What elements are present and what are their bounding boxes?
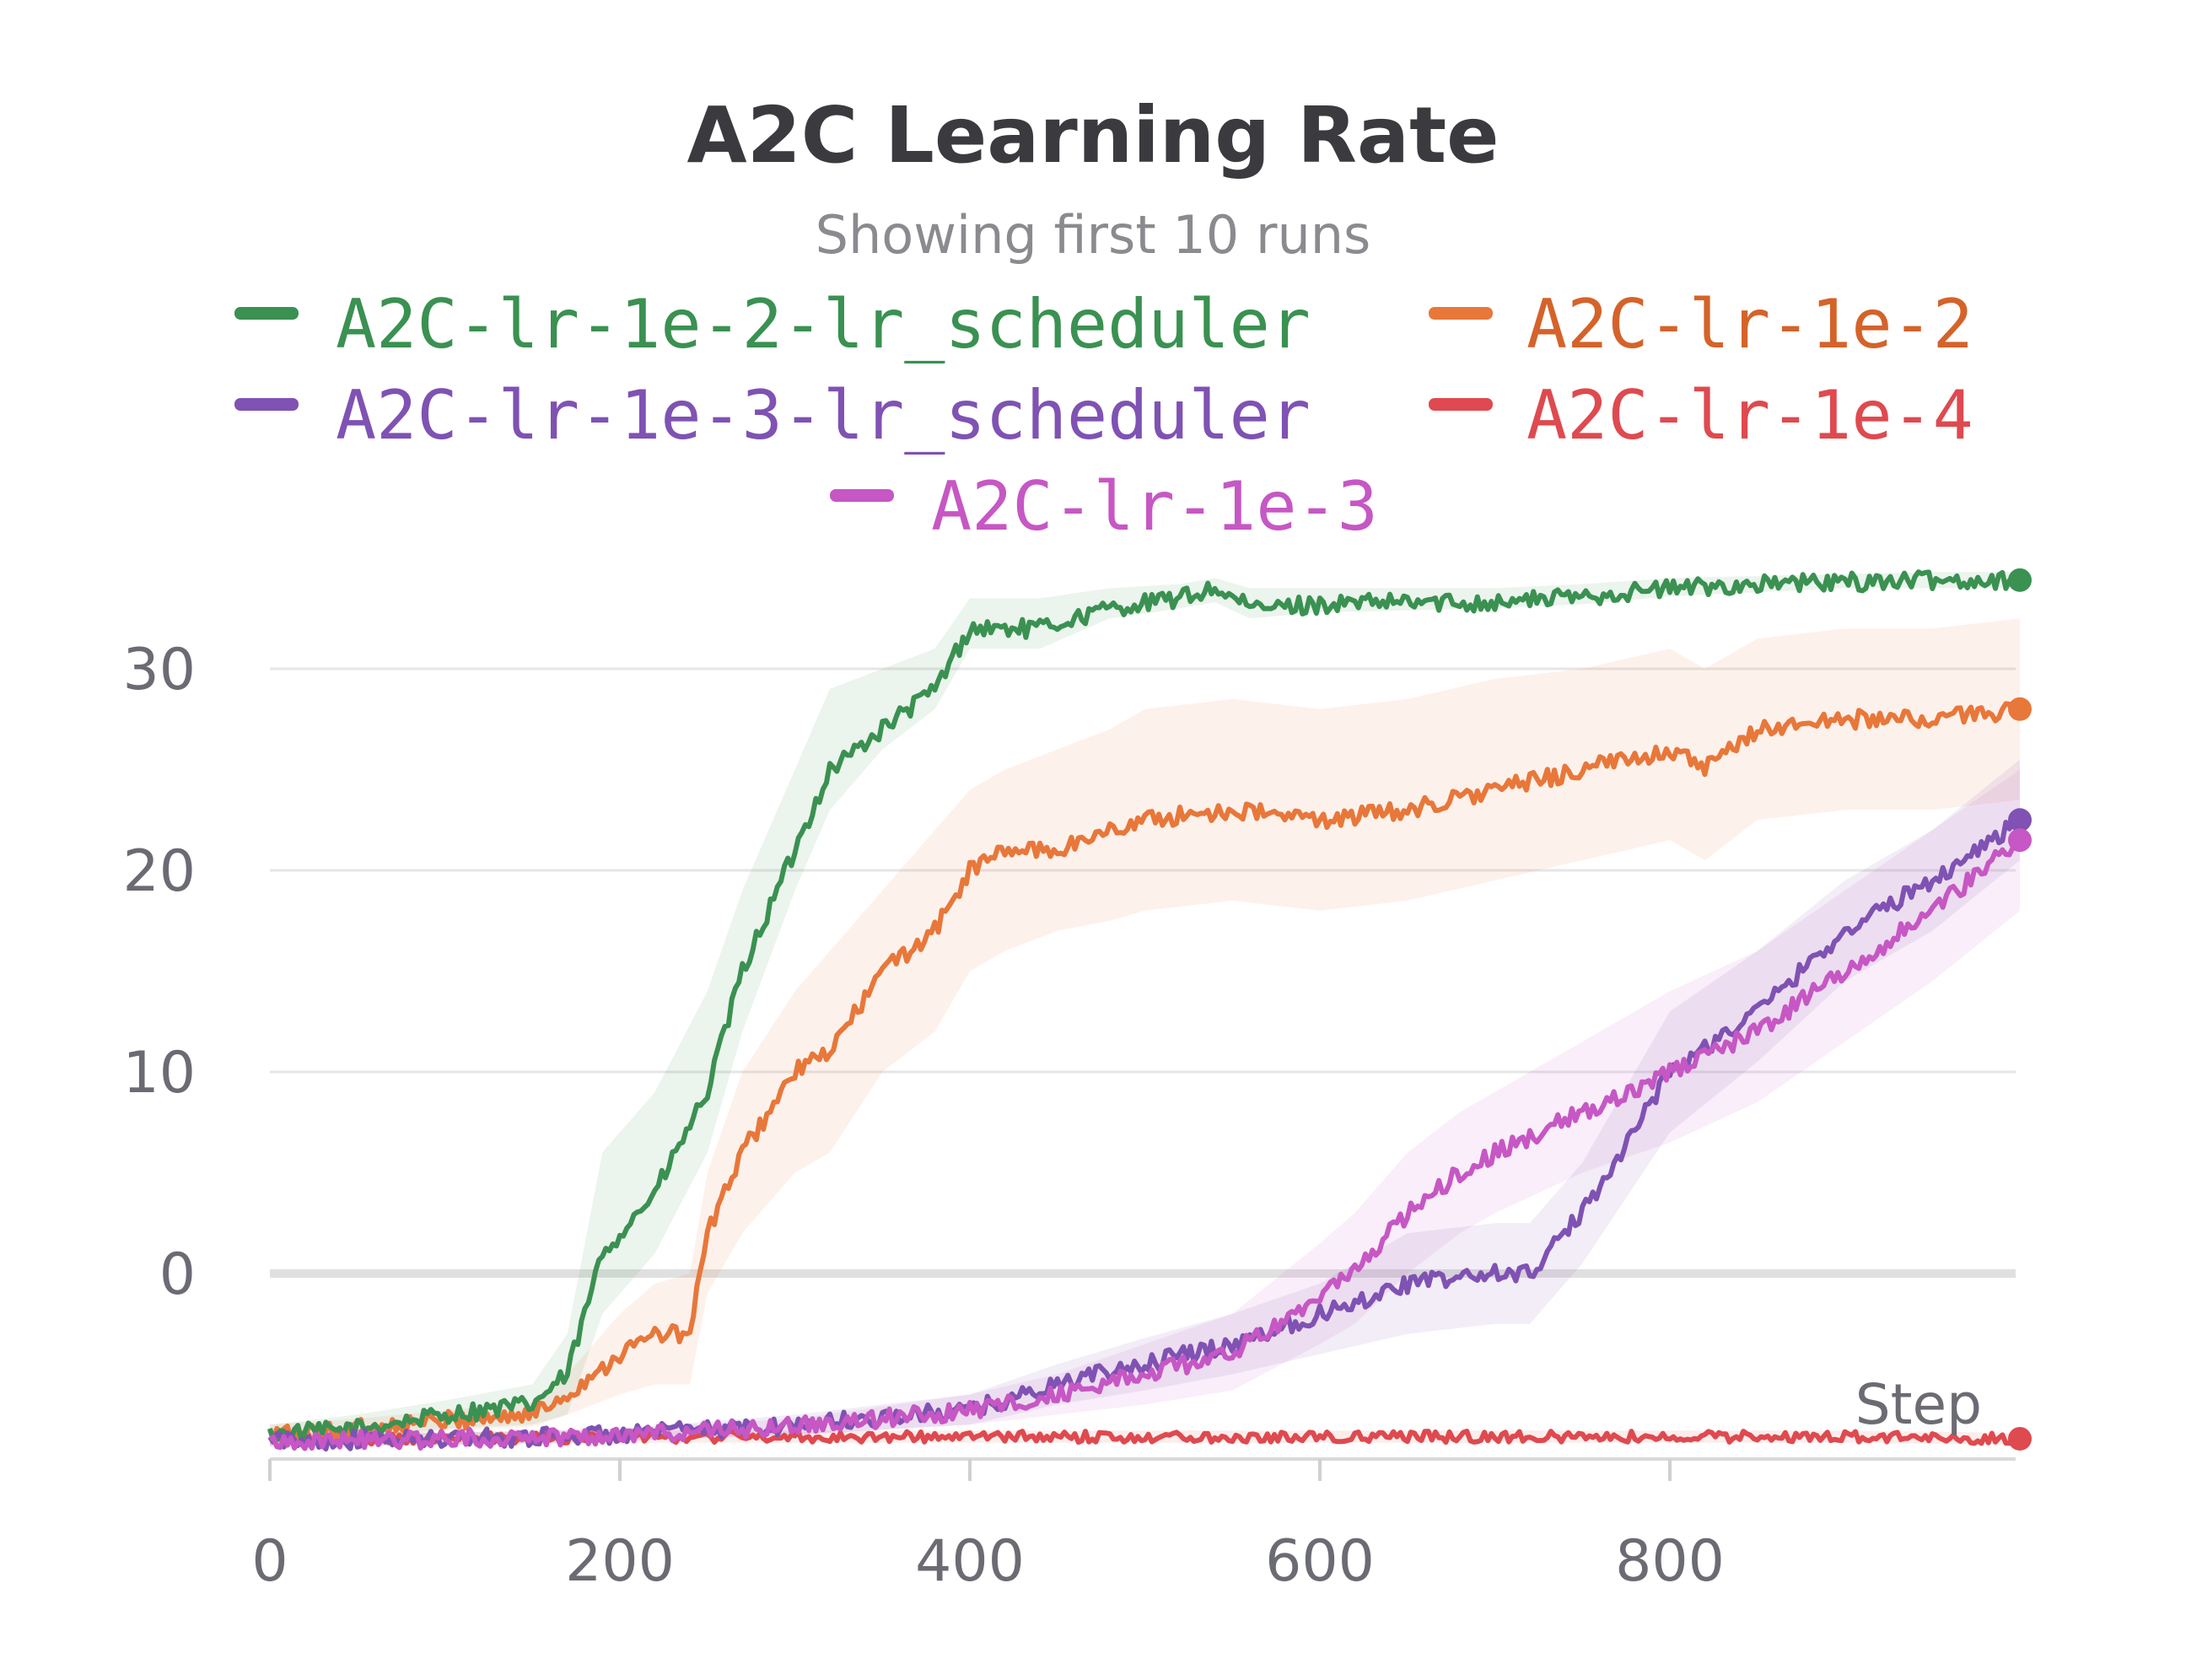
- axis-layer: 0 10 20 30 0 200 400 600 800: [122, 637, 2016, 1595]
- series-line[interactable]: [267, 701, 2022, 1441]
- legend-label: A2C-lr-1e-3: [931, 467, 1378, 546]
- grid-layer: [270, 667, 2016, 1278]
- x-axis-label: Step: [1855, 1372, 1982, 1437]
- series-band: [270, 759, 2020, 1447]
- series-line[interactable]: [268, 843, 2022, 1451]
- band-layer: [270, 572, 2020, 1447]
- legend-item-lr-1e-3[interactable]: A2C-lr-1e-3: [830, 467, 1378, 546]
- series-end-point[interactable]: [2008, 828, 2032, 853]
- x-tick-label: 0: [251, 1528, 288, 1595]
- legend-swatch: [234, 398, 299, 411]
- y-tick-label: 10: [122, 1040, 196, 1107]
- legend-label: A2C-lr-1e-2-lr_scheduler: [336, 285, 1311, 363]
- chart-title: A2C Learning Rate: [687, 90, 1500, 180]
- series-end-point[interactable]: [2008, 568, 2032, 592]
- series-line[interactable]: [267, 569, 2022, 1444]
- legend-label: A2C-lr-1e-3-lr_scheduler: [336, 376, 1311, 455]
- series-end-point[interactable]: [2008, 808, 2032, 832]
- series-band: [270, 769, 2020, 1447]
- y-tick-label: 30: [122, 637, 196, 703]
- legend-swatch: [1429, 307, 1493, 320]
- legend-swatch: [830, 489, 894, 502]
- x-tick-label: 800: [1615, 1528, 1725, 1595]
- legend-item-lr-1e-2-scheduler[interactable]: A2C-lr-1e-2-lr_scheduler: [234, 285, 1311, 363]
- point-layer: [2008, 568, 2032, 1451]
- y-tick-label: 20: [122, 838, 196, 905]
- legend-swatch: [1429, 398, 1493, 411]
- legend: A2C-lr-1e-2-lr_scheduler A2C-lr-1e-2 A2C…: [234, 285, 1973, 546]
- x-tick-label: 400: [915, 1528, 1025, 1595]
- legend-label: A2C-lr-1e-2: [1526, 285, 1973, 363]
- series-end-point[interactable]: [2008, 1426, 2032, 1451]
- x-tick-label: 200: [565, 1528, 675, 1595]
- legend-item-lr-1e-2[interactable]: A2C-lr-1e-2: [1429, 285, 1973, 363]
- legend-label: A2C-lr-1e-4: [1526, 376, 1973, 455]
- legend-item-lr-1e-3-scheduler[interactable]: A2C-lr-1e-3-lr_scheduler: [234, 376, 1311, 455]
- chart-subtitle: Showing first 10 runs: [816, 204, 1371, 266]
- x-tick-label: 600: [1265, 1528, 1375, 1595]
- legend-item-lr-1e-4[interactable]: A2C-lr-1e-4: [1429, 376, 1973, 455]
- series-end-point[interactable]: [2008, 697, 2032, 721]
- legend-swatch: [234, 307, 299, 320]
- y-tick-label: 0: [159, 1241, 196, 1308]
- line-layer: [267, 569, 2022, 1452]
